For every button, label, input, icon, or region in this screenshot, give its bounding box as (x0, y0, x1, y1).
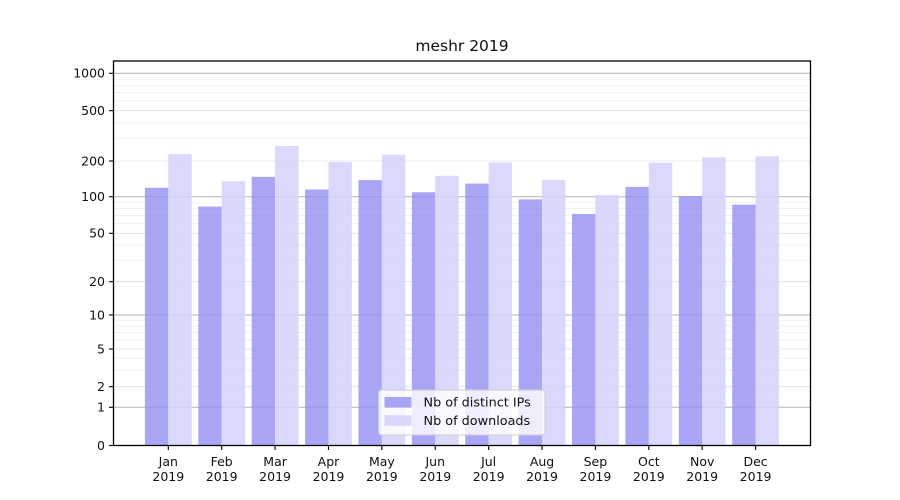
x-tick-label-year-oct: 2019 (633, 469, 665, 484)
bar-downloads-jul (488, 162, 513, 446)
x-tick-label-year-aug: 2019 (526, 469, 558, 484)
legend-swatch-distinct-ips (384, 397, 412, 408)
x-tick-label-month-jul: Jul (480, 454, 496, 469)
legend: Nb of distinct IPs Nb of downloads (378, 389, 546, 436)
x-tick-label-month-may: May (369, 454, 395, 469)
bar-distinct-ips-oct (625, 186, 649, 446)
x-tick-label-month-jan: Jan (158, 454, 178, 469)
axes-layer (109, 60, 812, 450)
bar-distinct-ips-may (358, 180, 382, 446)
bar-downloads-jun (435, 175, 459, 446)
x-tick-label-month-sep: Sep (584, 454, 608, 469)
x-tick-label-month-jun: Jun (424, 454, 445, 469)
x-tick-label-month-nov: Nov (690, 454, 715, 469)
y-tick-label-100: 100 (81, 189, 105, 204)
x-tick-label-year-jun: 2019 (419, 469, 451, 484)
bar-distinct-ips-jul (465, 183, 489, 446)
legend-label-distinct-ips: Nb of distinct IPs (424, 396, 532, 411)
x-tick-label-year-feb: 2019 (206, 469, 238, 484)
x-tick-label-month-oct: Oct (638, 454, 660, 469)
legend-box (378, 389, 546, 436)
bar-distinct-ips-apr (305, 189, 329, 446)
y-tick-label-1000: 1000 (73, 66, 105, 81)
y-tick-label-10: 10 (89, 307, 105, 322)
legend-swatch-downloads (384, 415, 412, 426)
bar-distinct-ips-jun (411, 192, 436, 446)
y-tick-label-5: 5 (97, 341, 105, 356)
y-tick-label-2: 2 (97, 379, 105, 394)
bar-downloads-sep (595, 195, 619, 446)
x-tick-label-year-may: 2019 (366, 469, 398, 484)
plot-border (112, 60, 812, 447)
bar-distinct-ips-mar (251, 176, 276, 446)
x-tick-label-year-sep: 2019 (580, 469, 612, 484)
bar-downloads-aug (542, 180, 566, 446)
y-tick-label-500: 500 (81, 103, 105, 118)
bar-downloads-may (381, 154, 406, 446)
x-tick-label-month-aug: Aug (530, 454, 554, 469)
bar-downloads-dec (755, 156, 779, 446)
x-tick-label-year-nov: 2019 (686, 469, 718, 484)
chart-title: meshr 2019 (415, 37, 508, 55)
x-tick-label-month-dec: Dec (743, 454, 767, 469)
y-tick-label-50: 50 (89, 226, 105, 241)
bar-distinct-ips-sep (572, 214, 596, 446)
y-tick-label-0: 0 (97, 438, 105, 453)
bar-distinct-ips-aug (518, 199, 543, 446)
bar-downloads-oct (648, 162, 673, 446)
bar-downloads-nov (702, 157, 726, 446)
x-tick-label-year-jan: 2019 (152, 469, 184, 484)
bars-layer (144, 145, 779, 446)
x-tick-label-month-feb: Feb (211, 454, 233, 469)
x-tick-label-year-mar: 2019 (259, 469, 291, 484)
y-tick-label-20: 20 (89, 274, 105, 289)
x-tick-label-month-apr: Apr (318, 454, 340, 469)
bar-distinct-ips-dec (732, 204, 756, 446)
x-tick-label-year-jul: 2019 (473, 469, 505, 484)
y-tick-label-200: 200 (81, 153, 105, 168)
y-tick-label-1: 1 (97, 400, 105, 415)
x-tick-label-year-dec: 2019 (740, 469, 772, 484)
x-tick-label-month-mar: Mar (263, 454, 287, 469)
labels-layer: 01251020501002005001000Jan2019Feb2019Mar… (73, 66, 771, 484)
bar-downloads-jan (168, 154, 192, 446)
bar-distinct-ips-nov (678, 196, 703, 446)
bar-distinct-ips-feb (198, 206, 222, 446)
bar-downloads-mar (275, 145, 299, 446)
bar-downloads-apr (328, 162, 352, 446)
legend-label-downloads: Nb of downloads (424, 414, 531, 429)
x-tick-label-year-apr: 2019 (313, 469, 345, 484)
bar-distinct-ips-jan (144, 187, 169, 446)
bar-downloads-feb (221, 181, 246, 446)
